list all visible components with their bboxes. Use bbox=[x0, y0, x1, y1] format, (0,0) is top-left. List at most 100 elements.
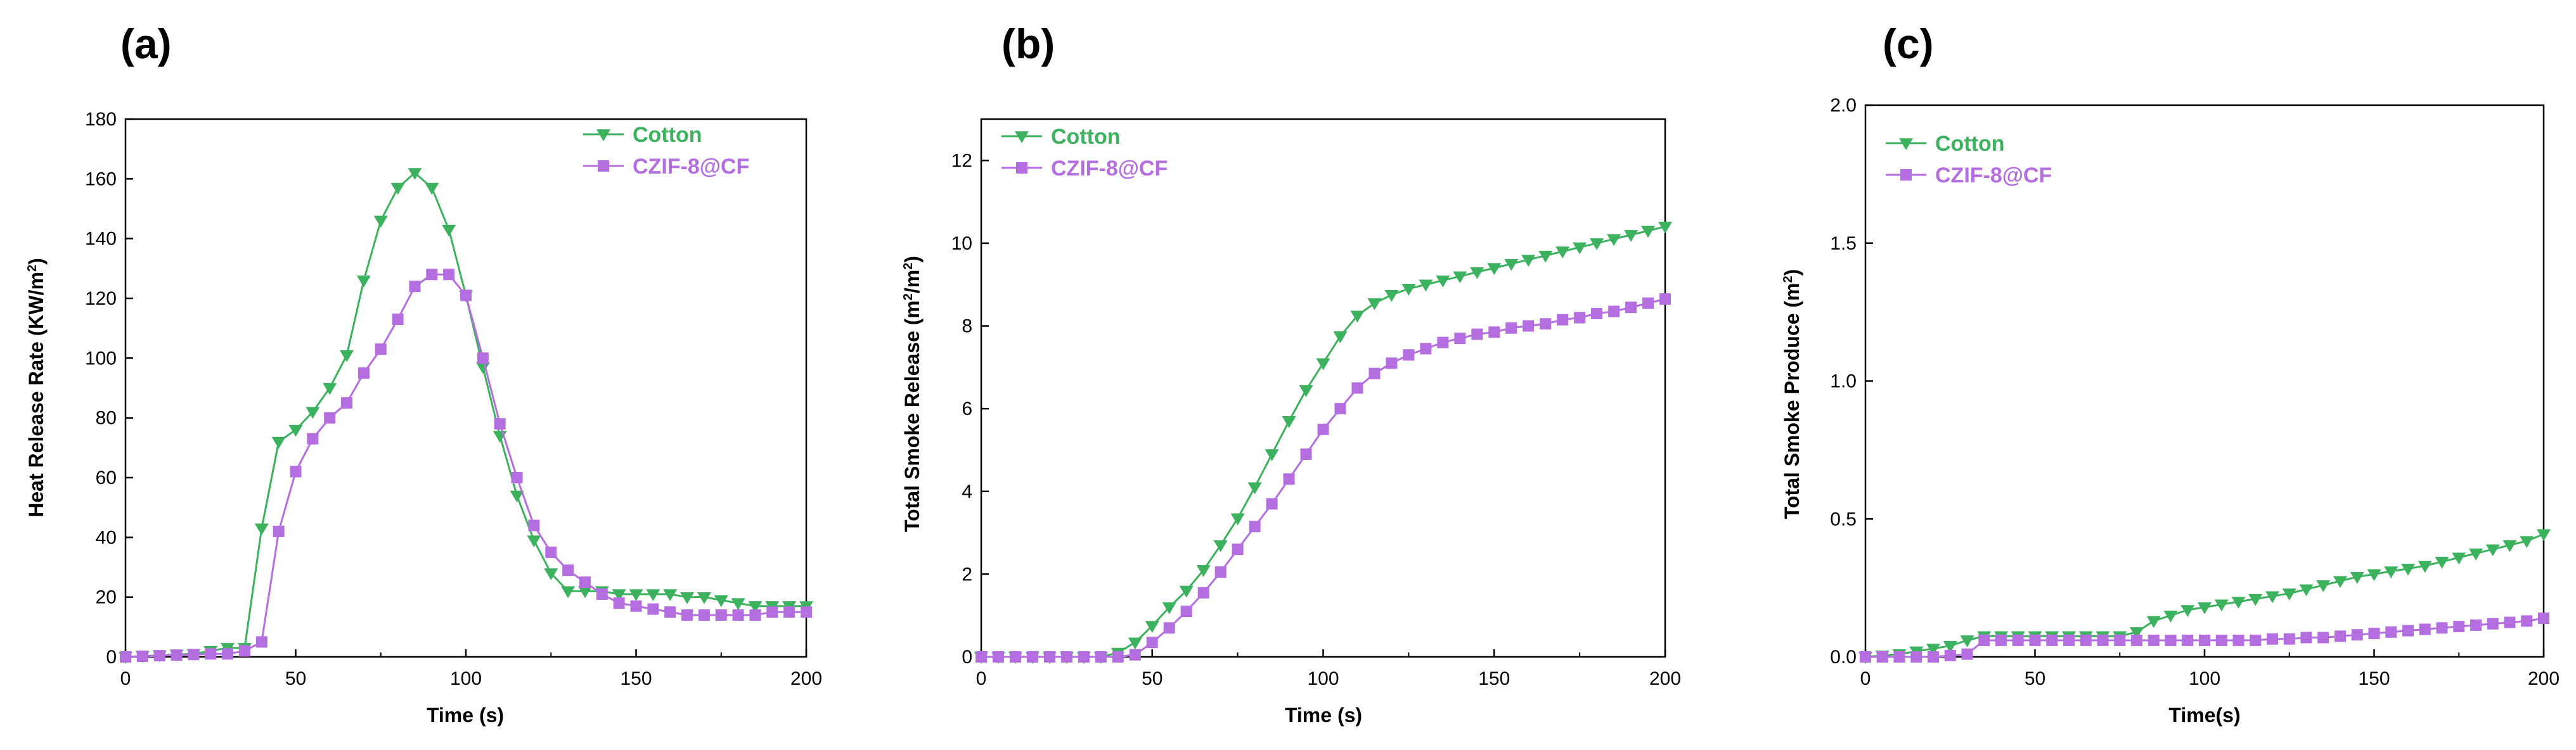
data-point bbox=[2215, 634, 2227, 646]
x-tick-label: 0 bbox=[120, 668, 131, 689]
data-point bbox=[630, 600, 642, 612]
data-point bbox=[1607, 234, 1621, 246]
data-point bbox=[2265, 591, 2279, 604]
y-tick-label: 4 bbox=[962, 481, 972, 502]
x-tick-label: 200 bbox=[790, 668, 822, 689]
data-point bbox=[171, 649, 183, 661]
data-point bbox=[2502, 540, 2517, 552]
data-point bbox=[2418, 561, 2432, 573]
y-tick-label: 1.5 bbox=[1830, 233, 1857, 254]
panel-a: (a) Heat Release Rate (KW/m2) Time (s) 0… bbox=[25, 20, 822, 727]
data-point bbox=[2267, 633, 2278, 645]
y-tick-label: 0.5 bbox=[1830, 509, 1857, 530]
data-point bbox=[1249, 521, 1261, 533]
data-point bbox=[2350, 572, 2364, 584]
series-cotton bbox=[119, 168, 813, 664]
data-point bbox=[646, 589, 660, 601]
data-point bbox=[1659, 293, 1671, 305]
data-point bbox=[1043, 651, 1055, 663]
data-point bbox=[2198, 602, 2212, 614]
data-point bbox=[2537, 529, 2551, 542]
data-point bbox=[1573, 242, 1587, 255]
data-point bbox=[1403, 349, 1415, 361]
data-point bbox=[1009, 651, 1021, 663]
data-point bbox=[629, 589, 643, 601]
legend-label: CZIF-8@CF bbox=[1051, 156, 1168, 181]
data-point bbox=[1317, 423, 1329, 435]
data-point bbox=[1624, 230, 1639, 242]
data-point bbox=[1557, 314, 1569, 326]
x-tick-label: 0 bbox=[976, 668, 987, 689]
y-tick-label: 10 bbox=[951, 233, 972, 254]
data-point bbox=[238, 645, 250, 657]
data-point bbox=[2521, 615, 2533, 627]
data-point bbox=[494, 418, 506, 430]
data-point bbox=[2368, 627, 2380, 639]
data-point bbox=[2131, 634, 2142, 646]
plot-frame bbox=[1864, 104, 2545, 658]
data-point bbox=[680, 592, 695, 604]
data-point bbox=[2063, 634, 2075, 646]
x-tick-label: 100 bbox=[450, 668, 482, 689]
data-point bbox=[409, 281, 421, 293]
data-point bbox=[732, 609, 744, 621]
data-point bbox=[1179, 585, 1194, 598]
data-point bbox=[1163, 622, 1175, 634]
data-point bbox=[1145, 621, 1159, 633]
data-point bbox=[783, 606, 795, 618]
data-point bbox=[545, 546, 557, 558]
data-point bbox=[664, 606, 676, 618]
y-tick-label: 100 bbox=[85, 348, 117, 369]
data-point bbox=[1470, 267, 1484, 279]
data-point bbox=[307, 433, 319, 445]
data-point bbox=[2165, 634, 2177, 646]
data-point bbox=[1213, 540, 1228, 552]
data-point bbox=[2250, 634, 2262, 646]
data-point bbox=[356, 276, 371, 288]
x-tick-label: 150 bbox=[2358, 668, 2390, 689]
data-point bbox=[1961, 648, 1973, 660]
data-point bbox=[2283, 633, 2295, 645]
y-tick-label: 6 bbox=[962, 398, 972, 419]
data-point bbox=[1926, 644, 1940, 656]
x-axis-title: Time (s) bbox=[427, 704, 504, 727]
series-line bbox=[125, 171, 806, 658]
data-point bbox=[341, 397, 353, 409]
data-point bbox=[1505, 322, 1517, 334]
data-point bbox=[290, 466, 302, 478]
data-point bbox=[443, 269, 455, 281]
data-point bbox=[1540, 318, 1552, 330]
data-point bbox=[1232, 543, 1244, 556]
data-point bbox=[766, 606, 778, 618]
data-point bbox=[1471, 328, 1483, 340]
data-point bbox=[340, 350, 354, 362]
data-point bbox=[1893, 651, 1905, 663]
data-point bbox=[1658, 222, 1672, 234]
data-point bbox=[544, 568, 558, 580]
data-point bbox=[1112, 651, 1124, 663]
series-line bbox=[981, 226, 1666, 658]
data-point bbox=[1128, 637, 1142, 650]
x-tick-label: 100 bbox=[1307, 668, 1339, 689]
data-point bbox=[1504, 258, 1519, 271]
data-point bbox=[1453, 271, 1467, 284]
legend-marker bbox=[596, 129, 610, 141]
x-tick-label: 50 bbox=[1142, 668, 1162, 689]
data-point bbox=[1350, 310, 1365, 323]
data-point bbox=[577, 586, 592, 599]
legend-entry: CZIF-8@CF bbox=[583, 155, 749, 179]
data-point bbox=[1454, 333, 1466, 345]
data-point bbox=[273, 525, 285, 537]
plot-frame bbox=[980, 118, 1666, 658]
data-point bbox=[1928, 651, 1939, 663]
data-point bbox=[1521, 255, 1536, 267]
y-tick-label: 12 bbox=[951, 150, 972, 171]
data-point bbox=[1574, 312, 1586, 324]
data-point bbox=[1523, 320, 1535, 332]
data-point bbox=[647, 603, 659, 615]
legend-entry: Cotton bbox=[583, 123, 702, 147]
x-tick-label: 50 bbox=[285, 668, 306, 689]
plot-frame bbox=[124, 118, 808, 658]
data-point bbox=[1591, 307, 1603, 319]
data-point bbox=[442, 224, 456, 237]
